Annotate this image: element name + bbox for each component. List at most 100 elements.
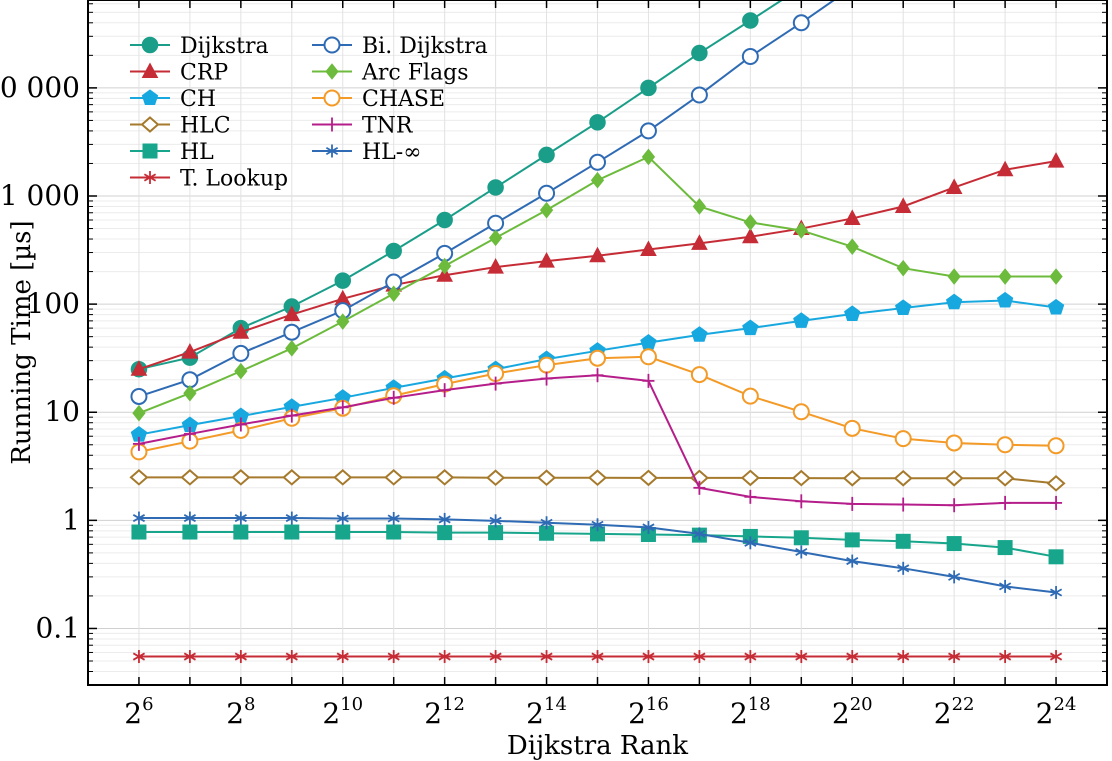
grid (88, 0, 1107, 686)
data-point-hl-inf (897, 561, 910, 575)
data-point-ch (793, 312, 810, 328)
data-point-dijkstra (691, 44, 708, 62)
data-point-arc-flags (336, 313, 350, 330)
data-point-tnr (1050, 495, 1063, 510)
data-point-hl (793, 530, 809, 546)
data-point-t-lookup (285, 650, 298, 664)
data-point-bi-dijkstra (130, 387, 148, 405)
x-axis-title: Dijkstra Rank (507, 731, 688, 761)
data-point-t-lookup (999, 650, 1012, 664)
data-point-bi-dijkstra (589, 153, 606, 171)
legend-marker-dijkstra (141, 36, 159, 54)
data-point-hl-inf (285, 511, 298, 525)
data-point-arc-flags (183, 384, 197, 402)
data-point-t-lookup (693, 650, 706, 664)
data-point-hlc (638, 469, 658, 487)
data-point-bi-dijkstra (487, 214, 505, 232)
data-point-hl-inf (489, 514, 502, 528)
data-point-bi-dijkstra (690, 86, 708, 104)
axis-ticks: 0.1 1 10 100 1 000 10 000 26 28 210 212 214 216 218 2… (0, 0, 1107, 730)
data-point-hlc (435, 469, 455, 486)
data-point-arc-flags (845, 238, 859, 255)
series-hlc (129, 469, 1066, 492)
data-point-tnr (132, 436, 145, 451)
data-point-ch (1047, 298, 1065, 315)
data-point-hlc (791, 469, 811, 487)
data-point-bi-dijkstra (741, 48, 759, 66)
data-point-arc-flags (590, 171, 605, 189)
series-layer (129, 0, 1066, 664)
legend-marker-t-lookup (143, 171, 157, 184)
data-point-t-lookup (132, 650, 146, 664)
data-point-hlc (129, 469, 149, 486)
data-point-hl (895, 533, 911, 549)
legend-item-chase: CHASE (312, 87, 445, 112)
data-point-hlc (740, 469, 760, 487)
x-tick-label: 222 (934, 694, 975, 730)
legend-label: T. Lookup (180, 167, 288, 192)
data-point-dijkstra (334, 272, 351, 289)
legend-label: Bi. Dijkstra (362, 34, 488, 59)
data-point-hl (997, 540, 1013, 556)
data-point-chase (639, 348, 657, 366)
legend-item-hlc: HLC (130, 114, 231, 139)
data-point-hl-inf (591, 518, 604, 532)
data-point-hl (284, 524, 300, 540)
data-point-ch (844, 305, 861, 321)
data-point-chase (894, 430, 912, 448)
data-point-crp (283, 305, 301, 322)
y-tick-label: 0.1 (35, 611, 80, 644)
data-point-tnr (183, 426, 196, 441)
y-axis-title: Running Time [µs] (7, 220, 37, 464)
series-line-dijkstra (138, 0, 784, 371)
y-tick-label: 100 (27, 287, 80, 320)
legend-label: Arc Flags (361, 61, 469, 86)
data-point-bi-dijkstra (283, 323, 301, 341)
data-point-dijkstra (589, 114, 606, 131)
data-point-ch (742, 319, 759, 336)
data-point-tnr (846, 496, 859, 511)
x-tick-label: 26 (124, 694, 153, 730)
x-tick-label: 214 (526, 694, 567, 730)
y-tick-label: 1 (62, 503, 80, 536)
legend-marker-tnr (326, 117, 338, 132)
data-point-tnr (897, 497, 910, 512)
legend-item-t-lookup: T. Lookup (130, 167, 288, 192)
data-point-hlc (842, 469, 862, 487)
data-point-tnr (234, 417, 247, 432)
data-point-hl (335, 524, 351, 540)
data-point-tnr (744, 489, 757, 504)
data-point-chase (843, 419, 861, 437)
legend-marker-arc-flags (325, 63, 339, 80)
data-point-arc-flags (387, 285, 401, 302)
legend-item-arc-flags: Arc Flags (312, 61, 469, 86)
data-point-tnr (999, 495, 1012, 510)
data-point-hlc (1046, 475, 1066, 492)
legend-marker-bi-dijkstra (323, 36, 341, 54)
data-point-arc-flags (896, 259, 910, 277)
data-point-dijkstra (640, 79, 657, 97)
legend-label: HLC (180, 114, 231, 139)
legend-label: CRP (180, 61, 228, 86)
data-point-hlc (587, 469, 608, 487)
data-point-t-lookup (183, 650, 196, 664)
data-point-tnr (336, 400, 349, 415)
data-point-tnr (285, 408, 298, 423)
data-point-ch (691, 326, 708, 342)
data-point-hl-inf (642, 520, 655, 534)
legend-label: Dijkstra (180, 34, 269, 59)
data-point-hl (233, 524, 249, 540)
data-point-hlc (333, 469, 353, 486)
data-point-chase (690, 366, 708, 384)
data-point-arc-flags (132, 404, 146, 422)
data-point-dijkstra (538, 146, 555, 164)
data-point-t-lookup (234, 650, 247, 664)
series-chase (130, 348, 1065, 461)
data-point-crp (232, 323, 250, 339)
x-tick-label: 218 (730, 694, 771, 730)
data-point-hlc (486, 469, 506, 487)
data-point-hlc (944, 469, 964, 487)
data-point-arc-flags (692, 198, 707, 215)
series-bi-dijkstra (130, 0, 836, 405)
data-point-tnr (540, 371, 553, 386)
